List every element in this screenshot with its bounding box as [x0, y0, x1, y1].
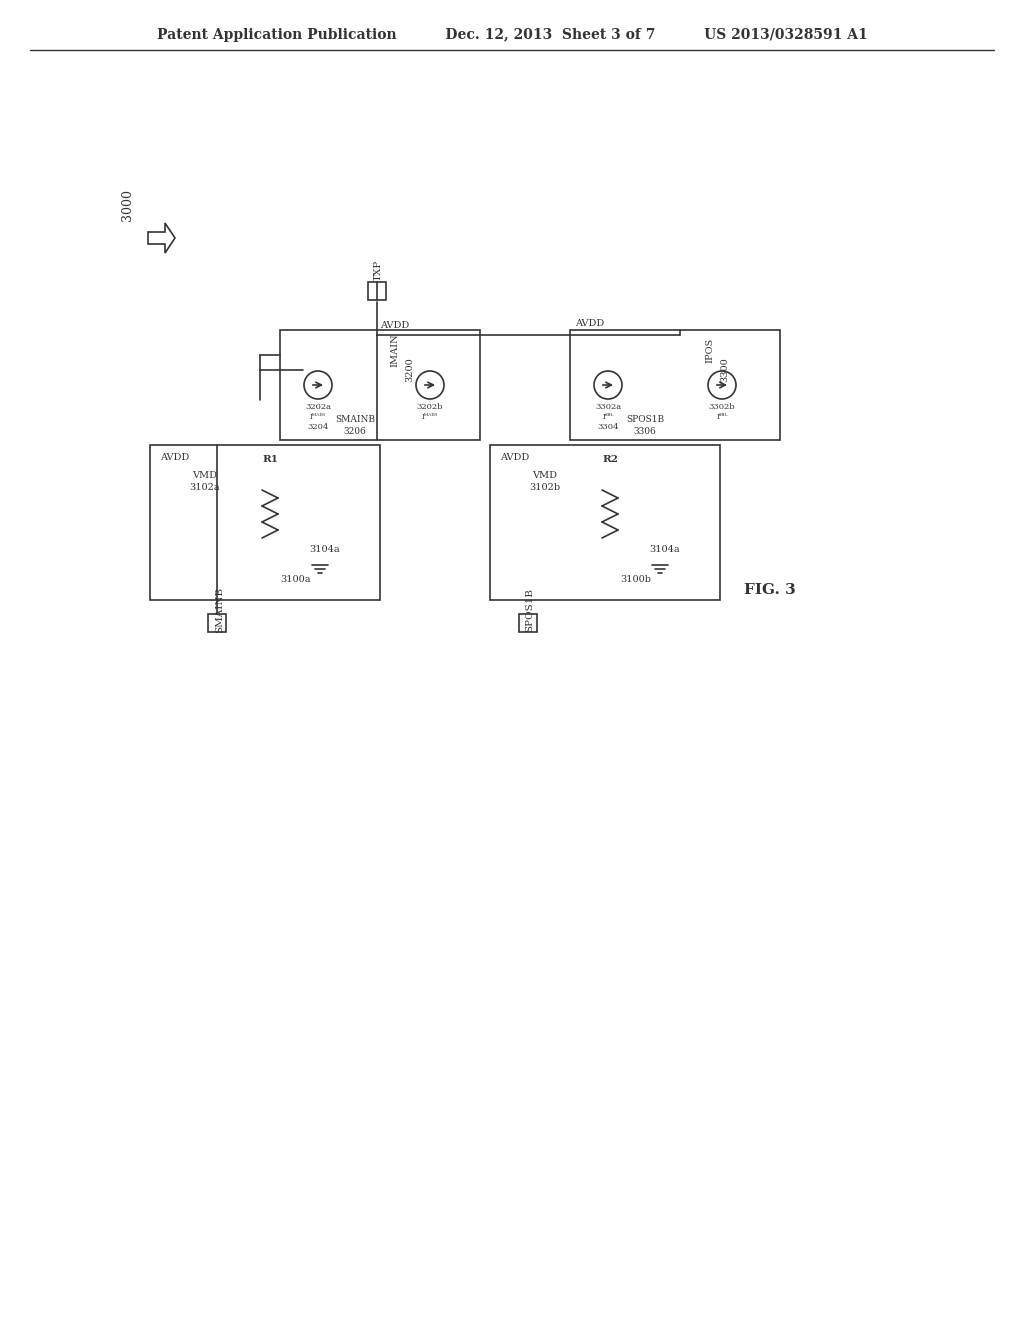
Bar: [280, 330, 480, 440]
Text: VMD: VMD: [193, 470, 217, 479]
Text: VMD: VMD: [532, 470, 557, 479]
Text: 3000: 3000: [122, 189, 134, 220]
Text: SMAINB: SMAINB: [215, 587, 224, 634]
Text: 3306: 3306: [634, 428, 656, 437]
Text: 3302b: 3302b: [709, 403, 735, 411]
Bar: [490, 445, 720, 601]
Text: Iᴽᴯᴸ: Iᴽᴯᴸ: [717, 413, 728, 421]
Text: 3300: 3300: [721, 358, 729, 383]
Text: 3102b: 3102b: [529, 483, 560, 492]
Text: 3104a: 3104a: [309, 545, 340, 554]
Text: AVDD: AVDD: [575, 318, 604, 327]
Text: SMAINB: SMAINB: [335, 416, 375, 425]
Bar: [208, 614, 226, 632]
Text: 3202a: 3202a: [305, 403, 331, 411]
Text: AVDD: AVDD: [161, 453, 189, 462]
Text: IMAIN: IMAIN: [390, 333, 399, 367]
Text: 3302a: 3302a: [595, 403, 622, 411]
Text: AVDD: AVDD: [380, 321, 410, 330]
Text: 3200: 3200: [406, 358, 415, 383]
Bar: [570, 330, 780, 440]
Text: Patent Application Publication          Dec. 12, 2013  Sheet 3 of 7          US : Patent Application Publication Dec. 12, …: [157, 28, 867, 42]
Text: AVDD: AVDD: [501, 453, 529, 462]
Text: IPOS: IPOS: [706, 338, 715, 363]
Text: 3102a: 3102a: [189, 483, 220, 492]
Bar: [150, 445, 380, 601]
Text: SPOS1B: SPOS1B: [626, 416, 664, 425]
Text: 3100a: 3100a: [280, 576, 310, 585]
Bar: [368, 282, 386, 300]
Text: 3100b: 3100b: [620, 576, 651, 585]
Text: TXP: TXP: [374, 259, 383, 281]
Text: 3304: 3304: [597, 422, 618, 432]
Text: FIG. 3: FIG. 3: [744, 583, 796, 597]
Text: R2: R2: [602, 455, 618, 465]
Text: 3202b: 3202b: [417, 403, 443, 411]
Text: R1: R1: [262, 455, 278, 465]
Bar: [519, 614, 537, 632]
Text: 3204: 3204: [307, 422, 329, 432]
Text: Iᴽᴯᴸ: Iᴽᴯᴸ: [602, 413, 613, 421]
Text: SPOS1B: SPOS1B: [525, 587, 535, 632]
Text: Iᴹᴬᴵᴻ: Iᴹᴬᴵᴻ: [310, 413, 326, 421]
Text: Iᴹᴬᴵᴻ: Iᴹᴬᴵᴻ: [422, 413, 438, 421]
Text: 3206: 3206: [344, 428, 367, 437]
Text: 3104a: 3104a: [649, 545, 680, 554]
Polygon shape: [148, 223, 175, 253]
